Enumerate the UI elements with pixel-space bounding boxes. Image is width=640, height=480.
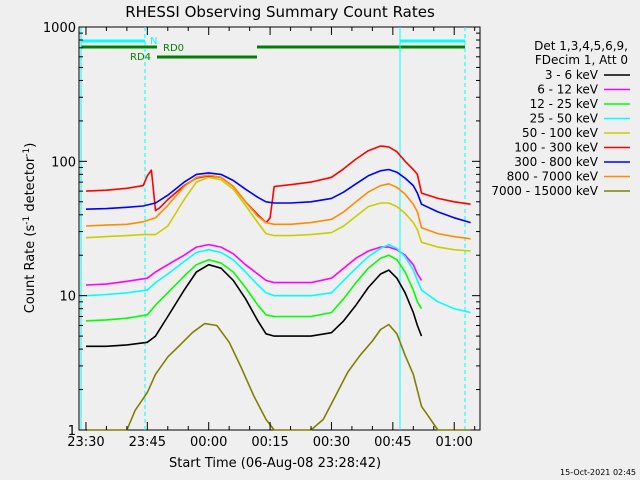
series-line-6 (85, 145, 471, 224)
series-lines (85, 145, 471, 431)
x-tick-label: 01:00 (435, 435, 472, 450)
y-tick-label: 100 (51, 155, 76, 170)
legend-label-7: 300 - 800 keV (514, 155, 598, 169)
y-tick-label: 1000 (43, 21, 76, 36)
x-tick-label: 23:45 (129, 435, 166, 450)
y-axis-label: Count Rate (s-1 detector-1) (22, 143, 38, 314)
series-line-5 (85, 176, 471, 252)
legend-label-3: 12 - 25 keV (530, 97, 599, 111)
legend-label-1: 3 - 6 keV (545, 68, 599, 82)
series-line-1 (86, 263, 423, 348)
x-axis-label: Start Time (06-Aug-08 23:28:42) (169, 456, 381, 471)
y-tick-label: 10 (59, 290, 76, 305)
series-line-2 (85, 243, 423, 286)
plot-frame (78, 26, 481, 431)
legend: Det 1,3,4,5,6,9, FDecim 1, Att 0 3 - 6 k… (491, 39, 630, 198)
tick-labels: 23:30 23:45 00:00 00:15 00:30 00:45 01:00 1 10 10… (43, 21, 473, 450)
x-tick-label: 23:30 (67, 435, 104, 450)
y-label-sup2: -1 (22, 148, 32, 157)
rd4-label: RD4 (130, 52, 151, 63)
rd0-label: RD0 (163, 43, 184, 54)
y-label-main: Count Rate (s (23, 225, 38, 314)
series-line-9 (86, 322, 471, 431)
chart-title: RHESSI Observing Summary Count Rates (125, 3, 435, 21)
y-tick-label: 1 (68, 424, 76, 439)
legend-label-5: 50 - 100 keV (522, 126, 599, 140)
legend-label-4: 25 - 50 keV (530, 112, 599, 126)
legend-header-2: FDecim 1, Att 0 (535, 53, 628, 67)
n-label: N (150, 36, 157, 47)
legend-label-9: 7000 - 15000 keV (491, 184, 598, 198)
x-tick-label: 00:15 (251, 435, 288, 450)
series-line-7 (85, 168, 471, 224)
legend-label-8: 800 - 7000 keV (507, 170, 599, 184)
legend-label-6: 100 - 300 keV (514, 141, 598, 155)
series-line-3 (85, 254, 423, 322)
x-tick-label: 00:00 (190, 435, 227, 450)
y-label-mid: detector (23, 156, 38, 216)
y-label-sup1: -1 (22, 216, 32, 225)
series-line-8 (85, 174, 471, 240)
attenuator-markers: N RD0 RD4 (80, 27, 466, 430)
x-tick-label: 00:45 (374, 435, 411, 450)
axis-ticks (79, 26, 480, 431)
y-label-end: ) (23, 143, 38, 148)
x-tick-label: 00:30 (313, 435, 350, 450)
legend-label-2: 6 - 12 keV (537, 83, 599, 97)
legend-header-1: Det 1,3,4,5,6,9, (534, 39, 628, 53)
series-line-4 (85, 243, 471, 314)
footer-timestamp: 15-Oct-2021 02:45 (560, 468, 636, 477)
